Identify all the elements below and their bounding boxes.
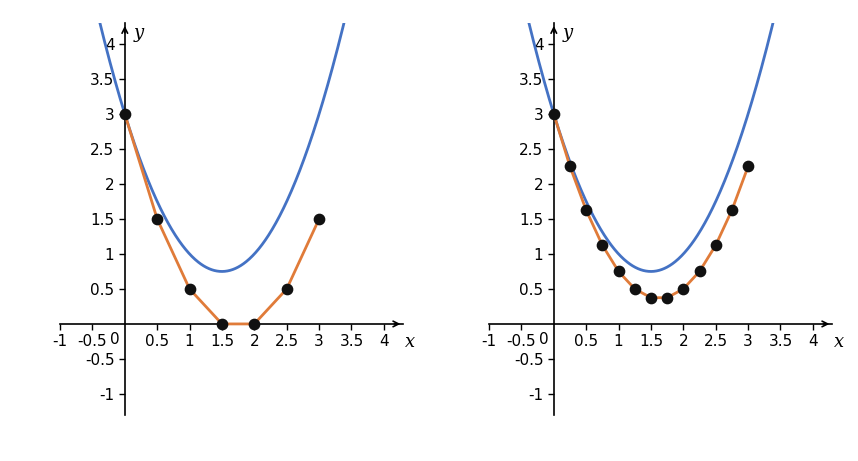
Point — [676, 285, 690, 293]
Text: x: x — [834, 333, 843, 351]
Point — [692, 268, 706, 275]
Point — [118, 110, 131, 118]
Point — [547, 110, 560, 118]
Point — [595, 242, 609, 249]
Point — [183, 285, 196, 293]
Point — [644, 294, 658, 301]
Point — [215, 320, 229, 328]
Text: 0: 0 — [539, 332, 548, 347]
Point — [312, 215, 326, 223]
Point — [150, 215, 164, 223]
Point — [247, 320, 261, 328]
Point — [628, 285, 642, 293]
Point — [709, 242, 722, 249]
Point — [661, 294, 674, 301]
Point — [741, 163, 755, 170]
Point — [280, 285, 293, 293]
Text: x: x — [405, 333, 414, 351]
Point — [579, 207, 593, 214]
Text: y: y — [562, 24, 572, 42]
Text: y: y — [133, 24, 143, 42]
Point — [612, 268, 625, 275]
Point — [563, 163, 577, 170]
Point — [725, 207, 739, 214]
Text: 0: 0 — [110, 332, 119, 347]
